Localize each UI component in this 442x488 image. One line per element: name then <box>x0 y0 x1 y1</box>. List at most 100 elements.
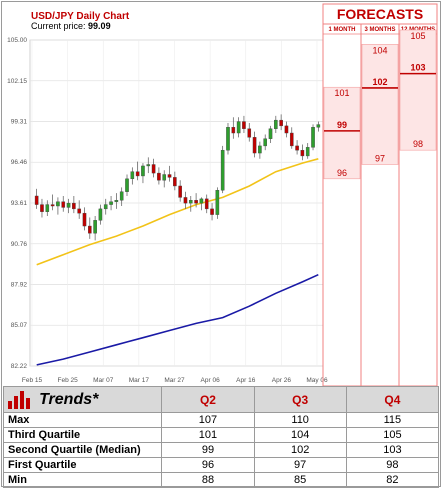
candle-body <box>82 212 87 227</box>
row-label: Max <box>2 412 163 428</box>
candle-body <box>268 128 273 139</box>
candle-body <box>141 165 145 177</box>
y-tick-label: 82.22 <box>11 363 28 370</box>
candle-body <box>300 149 305 157</box>
current-price-label: Current price: 99.09 <box>31 21 111 31</box>
candle-body <box>66 202 71 208</box>
quarter-header: Q3 <box>253 386 347 413</box>
candle-body <box>157 172 161 181</box>
forecast-high: 105 <box>410 31 425 41</box>
candle-body <box>263 138 267 147</box>
candle-body <box>274 119 278 129</box>
table-cell: 97 <box>253 457 347 473</box>
candle-body <box>146 164 151 167</box>
ma-long-line <box>36 273 319 366</box>
candle-body <box>77 208 81 214</box>
forecast-range <box>361 44 399 165</box>
table-cell: 115 <box>345 412 440 428</box>
table-row: Max 107 110 115 <box>2 412 440 428</box>
candle-body <box>183 197 188 204</box>
candle-body <box>316 124 321 128</box>
y-tick-label: 85.07 <box>11 322 28 329</box>
moving-averages <box>36 158 319 366</box>
candle-body <box>236 121 241 134</box>
quarter-header: Q4 <box>345 386 440 413</box>
x-tick-label: May 06 <box>306 377 328 384</box>
x-tick-label: Mar 27 <box>164 377 185 384</box>
candle-body <box>231 127 236 134</box>
candle-body <box>258 145 262 154</box>
trends-table: Trends* Q2 Q3 Q4 Max 107 110 115 Third Q… <box>2 386 440 488</box>
y-tick-label: 102.15 <box>7 78 27 85</box>
table-cell: 103 <box>345 442 440 458</box>
y-tick-label: 96.46 <box>11 159 28 166</box>
x-tick-label: Apr 16 <box>236 377 256 384</box>
candle-body <box>45 204 50 212</box>
bar-chart-icon <box>8 390 30 409</box>
candle-body <box>61 201 66 208</box>
x-tick-label: Apr 06 <box>201 377 221 384</box>
y-tick-label: 99.31 <box>11 118 28 125</box>
forecast-border <box>322 3 438 386</box>
table-cell: 85 <box>253 472 347 488</box>
row-label: Min <box>2 472 163 488</box>
candle-body <box>199 198 204 204</box>
forecast-range <box>323 86 361 180</box>
chart-title: USD/JPY Daily Chart <box>31 11 130 22</box>
table-cell: 110 <box>253 412 347 428</box>
candle-body <box>167 174 172 178</box>
table-cell: 98 <box>345 457 440 473</box>
candle-body <box>151 164 156 174</box>
candle-body <box>114 200 119 202</box>
table-row: Min 88 85 82 <box>2 472 440 488</box>
x-tick-label: Mar 17 <box>129 377 150 384</box>
table-row: Second Quartile (Median) 99 102 103 <box>2 442 440 458</box>
current-price-value: 99.09 <box>88 21 111 31</box>
row-label: First Quartile <box>2 457 163 473</box>
candle-body <box>311 127 315 148</box>
x-tick-label: Apr 26 <box>272 377 292 384</box>
forecast-low: 98 <box>413 139 423 149</box>
forecast-col-label: 1 MONTH <box>329 27 356 33</box>
candle-body <box>173 177 177 187</box>
candle-body <box>247 128 252 138</box>
candle-body <box>135 171 140 177</box>
table-row: First Quartile 96 97 98 <box>2 457 440 473</box>
candle-body <box>56 201 60 207</box>
candle-body <box>226 127 230 151</box>
forecast-high: 104 <box>372 45 387 55</box>
candles <box>34 114 321 241</box>
candle-body <box>93 220 97 234</box>
table-cell: 107 <box>161 412 255 428</box>
table-cell: 104 <box>253 427 347 443</box>
candle-body <box>130 171 135 180</box>
x-axis-ticks: Feb 15 Feb 25 Mar 07 Mar 17 Mar 27 Apr 06 Apr … <box>22 377 328 384</box>
candle-body <box>119 191 124 201</box>
candle-body <box>50 204 55 207</box>
table-cell: 105 <box>345 427 440 443</box>
candle-body <box>242 121 246 129</box>
forecast-low: 97 <box>375 153 385 163</box>
quarter-header: Q2 <box>161 386 255 413</box>
row-label: Second Quartile (Median) <box>2 442 163 458</box>
row-label: Third Quartile <box>2 427 163 443</box>
y-tick-label: 87.92 <box>11 281 28 288</box>
candle-body <box>98 208 103 221</box>
candle-body <box>252 137 257 154</box>
candle-body <box>210 208 214 215</box>
price-chart: 105.00 102.15 99.31 96.46 93.61 90.76 87.92 85.… <box>7 3 438 386</box>
candle-body <box>88 225 92 234</box>
candle-body <box>109 201 113 205</box>
forecast-title: FORECASTS <box>337 6 423 22</box>
candle-body <box>103 204 108 210</box>
candle-body <box>178 185 182 198</box>
y-tick-label: 93.61 <box>11 200 28 207</box>
forecast-median: 103 <box>410 63 425 73</box>
forecast-median: 99 <box>337 120 347 130</box>
forecast-range <box>399 29 437 151</box>
y-tick-label: 105.00 <box>7 37 27 44</box>
candle-body <box>194 200 198 204</box>
forecast-panel: FORECASTS 1 MONTH 101 99 96 3 MONTHS 104 102 97 1… <box>322 3 438 386</box>
forecast-col-label: 3 MONTHS <box>364 27 395 33</box>
x-tick-label: Mar 07 <box>93 377 114 384</box>
